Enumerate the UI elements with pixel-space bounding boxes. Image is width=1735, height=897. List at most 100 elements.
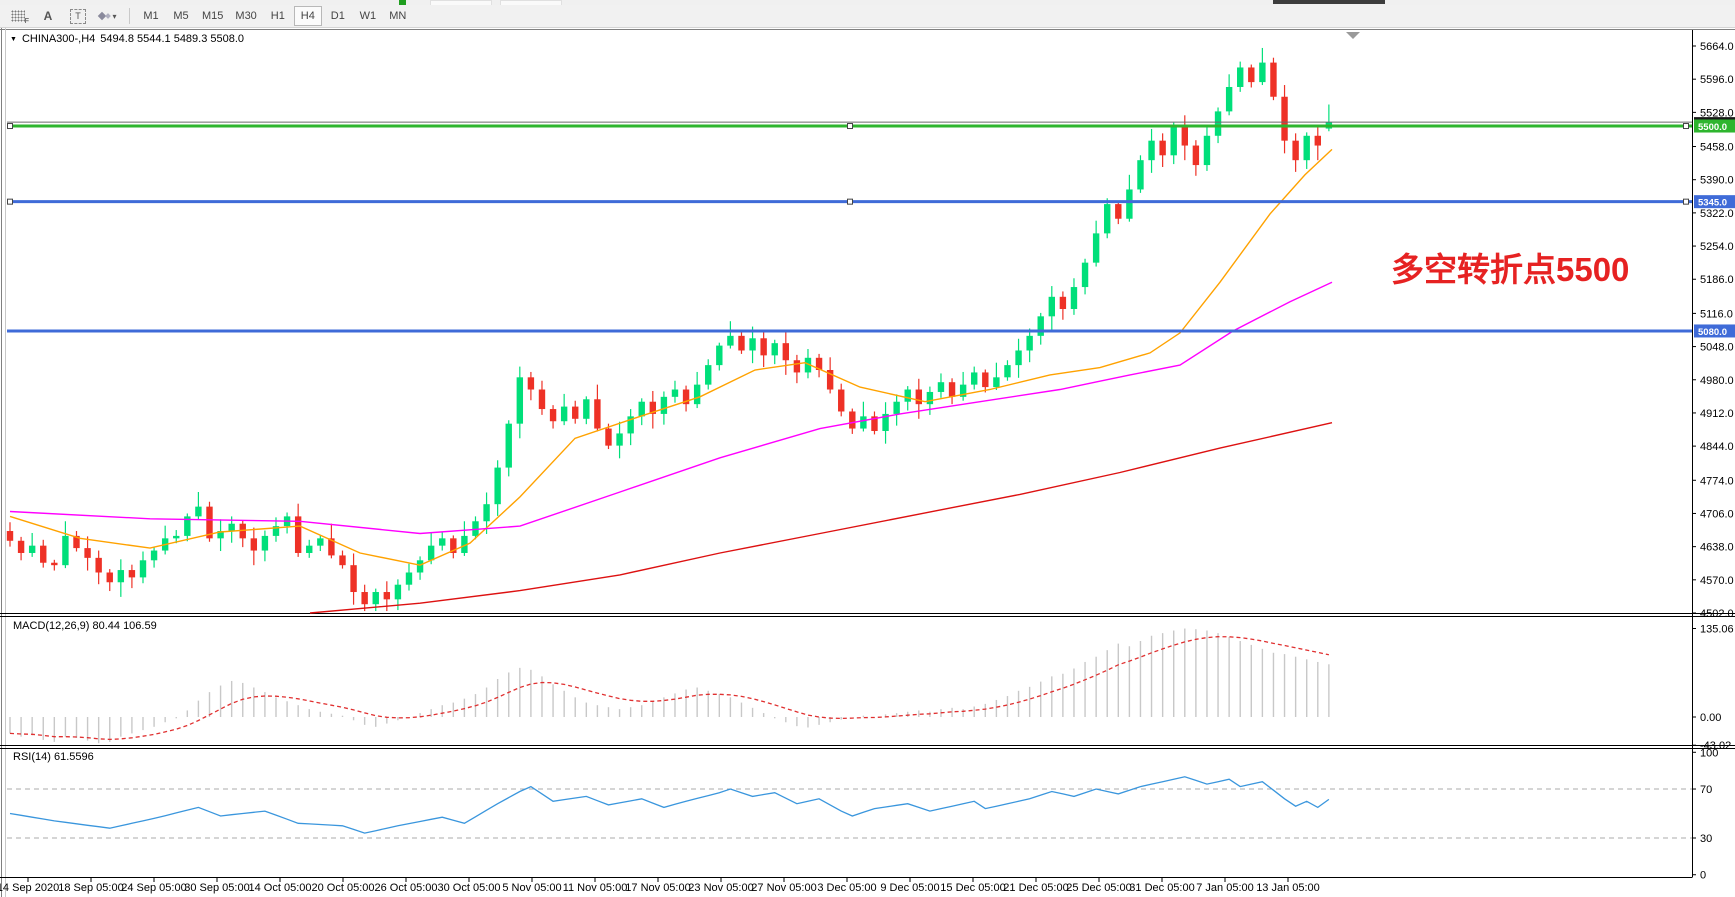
timeframe-m5-button[interactable]: M5 bbox=[173, 10, 189, 22]
svg-text:26 Oct 05:00: 26 Oct 05:00 bbox=[375, 882, 438, 894]
toolbar: F A T ▾ M1 M5 M15 M30 H1 H4 D1 W1 MN bbox=[0, 5, 1735, 28]
svg-text:4502.0: 4502.0 bbox=[1700, 608, 1734, 620]
svg-text:30 Oct 05:00: 30 Oct 05:00 bbox=[438, 882, 501, 894]
rsi-axis: 100 70 30 0 bbox=[1692, 747, 1718, 882]
svg-text:7 Jan 05:00: 7 Jan 05:00 bbox=[1196, 882, 1254, 894]
svg-text:25 Dec 05:00: 25 Dec 05:00 bbox=[1066, 882, 1131, 894]
timeframe-mn-button[interactable]: MN bbox=[389, 10, 407, 22]
grid-tool-button[interactable]: F bbox=[4, 6, 32, 26]
svg-text:11 Nov 05:00: 11 Nov 05:00 bbox=[563, 882, 628, 894]
svg-text:4844.0: 4844.0 bbox=[1700, 441, 1734, 453]
candles-layer bbox=[6, 47, 1333, 612]
svg-text:5116.0: 5116.0 bbox=[1700, 308, 1733, 320]
macd-signal-line bbox=[9, 636, 1330, 741]
shapes-icon bbox=[98, 11, 112, 21]
rsi-label: RSI(14) 61.5596 bbox=[13, 751, 94, 763]
svg-text:4774.0: 4774.0 bbox=[1700, 475, 1734, 487]
svg-text:135.06: 135.06 bbox=[1700, 623, 1734, 635]
fast-ma-line bbox=[9, 148, 1333, 566]
svg-text:5 Nov 05:00: 5 Nov 05:00 bbox=[502, 882, 561, 894]
hline-handle[interactable] bbox=[847, 123, 853, 130]
hline-price-tag bbox=[1694, 119, 1735, 133]
shapes-tool-button[interactable]: ▾ bbox=[94, 6, 122, 26]
svg-text:23 Nov 05:00: 23 Nov 05:00 bbox=[688, 882, 753, 894]
svg-text:5345.0: 5345.0 bbox=[1698, 198, 1727, 209]
hline-objects[interactable] bbox=[7, 123, 1692, 333]
hline-price-tag bbox=[1694, 324, 1735, 338]
svg-text:-43.02: -43.02 bbox=[1700, 740, 1731, 752]
svg-text:27 Nov 05:00: 27 Nov 05:00 bbox=[751, 882, 816, 894]
svg-text:30 Sep 05:00: 30 Sep 05:00 bbox=[184, 882, 249, 894]
svg-text:3 Dec 05:00: 3 Dec 05:00 bbox=[817, 882, 876, 894]
slow-ma-line bbox=[309, 422, 1333, 614]
price-axis: 5664.0 5596.0 5528.0 5458.0 5390.0 5322.0 5254… bbox=[1692, 41, 1734, 620]
chart-annotation[interactable]: 多空转折点5500 bbox=[1391, 251, 1630, 288]
chart-dropdown-icon[interactable]: ▼ bbox=[10, 35, 17, 43]
ohlc-values-label: 5494.8 5544.1 5489.3 5508.0 bbox=[100, 33, 245, 45]
svg-text:5322.0: 5322.0 bbox=[1700, 208, 1734, 220]
chart-title: ▼ CHINA300-,H4 5494.8 5544.1 5489.3 5508… bbox=[10, 33, 244, 45]
active-window-tab-fragment bbox=[1273, 0, 1385, 4]
svg-text:21 Dec 05:00: 21 Dec 05:00 bbox=[1003, 882, 1068, 894]
hline-handle[interactable] bbox=[1683, 198, 1689, 205]
hline-handle[interactable] bbox=[7, 198, 13, 205]
svg-text:5500.0: 5500.0 bbox=[1698, 122, 1727, 133]
toolbar-separator bbox=[129, 8, 130, 24]
timeframe-m1-button[interactable]: M1 bbox=[143, 10, 159, 22]
svg-text:5458.0: 5458.0 bbox=[1700, 142, 1734, 154]
macd-histogram bbox=[9, 628, 1330, 744]
mid-ma-line bbox=[9, 281, 1333, 535]
timeframe-h4-button[interactable]: H4 bbox=[293, 6, 322, 26]
svg-text:4980.0: 4980.0 bbox=[1700, 375, 1734, 387]
timeframe-m30-button[interactable]: M30 bbox=[235, 10, 257, 22]
svg-text:9 Dec 05:00: 9 Dec 05:00 bbox=[880, 882, 939, 894]
svg-text:5390.0: 5390.0 bbox=[1700, 175, 1734, 187]
hline-handle[interactable] bbox=[7, 123, 13, 130]
text-label-tool-button[interactable]: T bbox=[64, 6, 92, 26]
svg-text:14 Oct 05:00: 14 Oct 05:00 bbox=[249, 882, 312, 894]
status-green-indicator bbox=[399, 0, 406, 5]
grid-icon: F bbox=[11, 10, 29, 25]
svg-text:4570.0: 4570.0 bbox=[1700, 575, 1734, 587]
svg-text:5596.0: 5596.0 bbox=[1700, 74, 1734, 86]
chart-canvas: 5664.0 5596.0 5528.0 5458.0 5390.0 5322.0 5254… bbox=[0, 28, 1735, 897]
timeframe-w1-button[interactable]: W1 bbox=[359, 10, 377, 22]
chart-window: 5664.0 5596.0 5528.0 5458.0 5390.0 5322.0 5254… bbox=[0, 28, 1735, 897]
svg-text:31 Dec 05:00: 31 Dec 05:00 bbox=[1129, 882, 1194, 894]
svg-text:0.00: 0.00 bbox=[1700, 712, 1721, 724]
hline-price-tag bbox=[1694, 195, 1735, 209]
symbol-period-label: CHINA300-,H4 bbox=[21, 33, 96, 45]
svg-text:24 Sep 05:00: 24 Sep 05:00 bbox=[121, 882, 186, 894]
svg-text:70: 70 bbox=[1700, 784, 1712, 796]
svg-text:100: 100 bbox=[1700, 747, 1718, 759]
macd-axis: 135.06 0.00 -43.02 bbox=[1692, 623, 1734, 752]
rsi-levels bbox=[7, 788, 1692, 839]
panel-frame bbox=[0, 28, 1735, 897]
svg-text:5254.0: 5254.0 bbox=[1700, 241, 1734, 253]
svg-text:4912.0: 4912.0 bbox=[1700, 408, 1734, 420]
svg-text:5080.0: 5080.0 bbox=[1698, 327, 1727, 338]
timeframe-h1-button[interactable]: H1 bbox=[270, 10, 285, 22]
timeframe-m15-button[interactable]: M15 bbox=[202, 10, 224, 22]
timeframe-d1-button[interactable]: D1 bbox=[330, 10, 345, 22]
svg-text:4638.0: 4638.0 bbox=[1700, 542, 1734, 554]
hline-handle[interactable] bbox=[1683, 123, 1689, 130]
svg-text:15 Dec 05:00: 15 Dec 05:00 bbox=[940, 882, 1005, 894]
chevron-down-icon: ▾ bbox=[112, 11, 117, 21]
svg-text:5664.0: 5664.0 bbox=[1700, 41, 1734, 53]
font-tool-button[interactable]: A bbox=[34, 6, 62, 26]
svg-text:5186.0: 5186.0 bbox=[1700, 274, 1734, 286]
svg-text:20 Oct 05:00: 20 Oct 05:00 bbox=[312, 882, 375, 894]
chart-shift-marker[interactable] bbox=[1346, 32, 1360, 39]
svg-text:18 Sep 05:00: 18 Sep 05:00 bbox=[58, 882, 123, 894]
svg-text:17 Nov 05:00: 17 Nov 05:00 bbox=[625, 882, 690, 894]
svg-text:5528.0: 5528.0 bbox=[1700, 107, 1734, 119]
rsi-line bbox=[9, 776, 1330, 834]
svg-text:5048.0: 5048.0 bbox=[1700, 342, 1734, 354]
macd-label: MACD(12,26,9) 80.44 106.59 bbox=[13, 620, 157, 632]
letter-a-icon: A bbox=[43, 9, 53, 23]
hline-handle[interactable] bbox=[847, 198, 853, 205]
